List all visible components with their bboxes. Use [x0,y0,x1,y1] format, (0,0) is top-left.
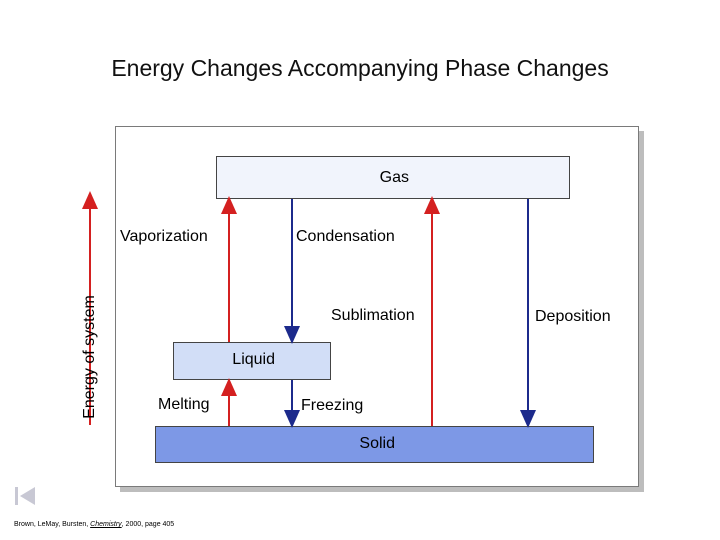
energy-axis-label: Energy of system [81,295,98,419]
citation-authors: Brown, LeMay, Bursten, [14,521,89,528]
gas-box: Gas [216,156,570,199]
citation-book: Chemistry [90,521,122,528]
solid-label: Solid [359,435,395,452]
condensation-label: Condensation [296,228,395,245]
citation: Brown, LeMay, Bursten, Chemistry, 2000, … [14,521,175,528]
liquid-label: Liquid [232,351,275,368]
sublimation-label: Sublimation [331,307,415,324]
solid-box: Solid [155,426,594,463]
vaporization-label: Vaporization [120,228,208,245]
gas-label: Gas [379,168,409,186]
first-slide-icon[interactable] [12,484,38,508]
melting-label: Melting [158,396,210,413]
liquid-box: Liquid [173,342,331,380]
page-title: Energy Changes Accompanying Phase Change… [111,55,609,81]
deposition-label: Deposition [535,308,611,325]
citation-rest: 2000, page 405 [125,521,175,528]
freezing-label: Freezing [301,397,364,414]
